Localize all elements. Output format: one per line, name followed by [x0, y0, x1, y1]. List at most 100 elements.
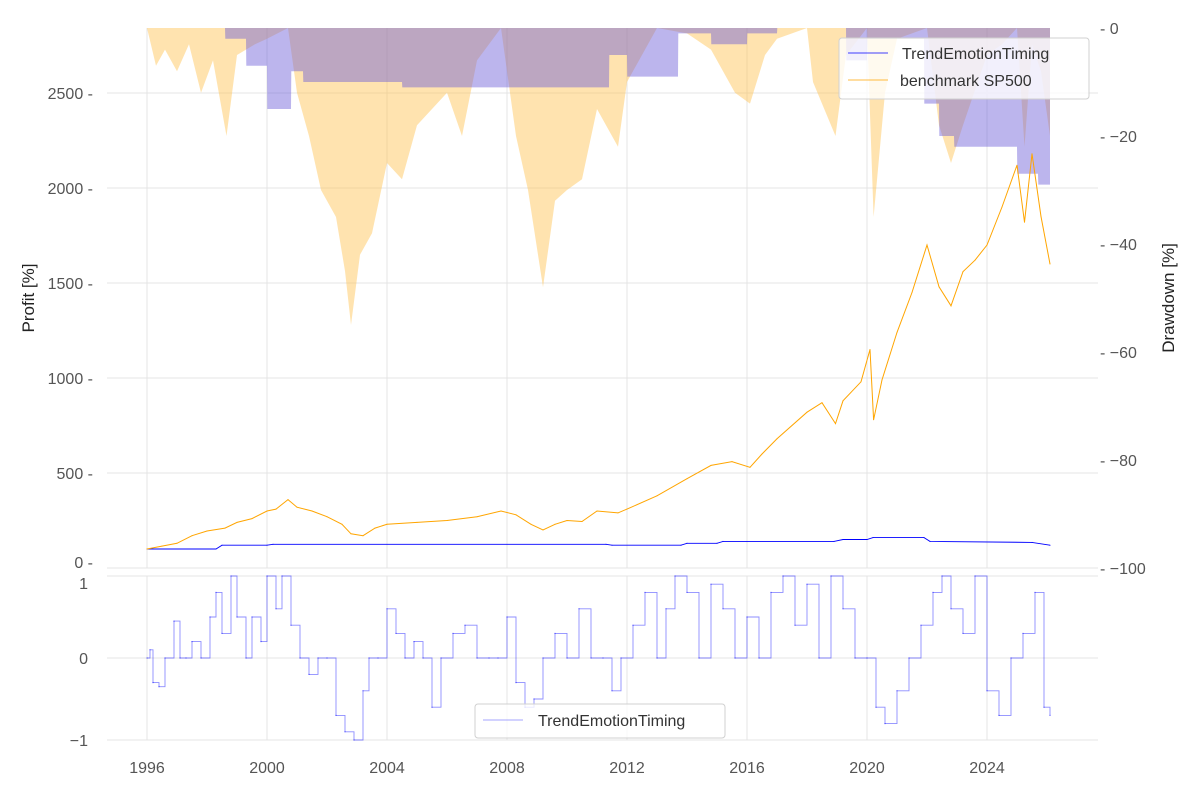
x-tick-label: 2008 — [489, 760, 525, 777]
data-point — [872, 537, 874, 539]
indicator-point — [230, 575, 232, 577]
indicator-point — [422, 657, 424, 659]
data-point — [554, 523, 556, 525]
x-tick-label: 2016 — [729, 760, 765, 777]
y-axis-label-profit: Profit [%] — [19, 264, 38, 333]
data-point — [206, 530, 208, 532]
indicator-point — [173, 620, 175, 622]
indicator-point — [209, 616, 211, 618]
indicator-point — [158, 686, 160, 688]
y-right-tick-label: - −20 — [1100, 129, 1137, 146]
y-tick-label: 2500 - — [48, 86, 93, 103]
data-point — [617, 512, 619, 514]
indicator-point — [290, 624, 292, 626]
indicator-point — [908, 657, 910, 659]
data-point — [869, 349, 871, 350]
indicator-point — [215, 591, 217, 594]
data-point — [896, 331, 898, 333]
tick-labels: 1996 2000 2004 2008 2012 2016 2020 2024 0 - 500 -… — [48, 21, 1146, 777]
x-tick-label: 1996 — [129, 760, 165, 777]
data-point — [386, 523, 388, 525]
indicator-point — [317, 657, 319, 659]
data-point — [938, 286, 940, 288]
indicator-point — [710, 583, 712, 585]
indicator-tick-label: −1 — [70, 733, 88, 750]
indicator-point — [770, 591, 772, 594]
y-tick-label: 2000 - — [48, 181, 93, 198]
data-point — [656, 495, 658, 497]
data-point — [926, 244, 928, 246]
indicator-point — [464, 624, 466, 626]
data-point — [566, 520, 568, 521]
data-point — [350, 533, 352, 535]
indicator-point — [830, 575, 832, 577]
indicator-point — [404, 657, 406, 659]
x-tick-label: 2024 — [969, 760, 1005, 777]
data-point — [986, 244, 988, 246]
benchmark-drawdown-area — [147, 28, 1050, 325]
data-point — [833, 540, 835, 542]
data-point — [842, 400, 844, 402]
data-point — [761, 453, 763, 455]
data-point — [950, 305, 952, 307]
indicator-point — [758, 657, 760, 659]
data-point — [806, 411, 808, 413]
indicator-point — [1010, 657, 1012, 659]
indicator-point — [542, 657, 544, 659]
indicator-point — [245, 657, 247, 659]
indicator-point — [644, 591, 646, 594]
legend-top: TrendEmotionTiming benchmark SP500 — [838, 37, 1090, 100]
indicator-point — [842, 608, 844, 610]
indicator-point — [353, 739, 355, 741]
data-point — [266, 544, 268, 546]
data-point — [710, 464, 712, 466]
indicator-point — [920, 624, 922, 626]
indicator-point — [974, 575, 976, 577]
indicator-point — [602, 657, 604, 659]
indicator-point — [413, 641, 415, 643]
x-tick-label: 2012 — [609, 760, 645, 777]
indicator-point — [362, 690, 364, 692]
indicator-point — [368, 657, 370, 659]
indicator-point — [164, 657, 166, 659]
indicator-point — [266, 575, 268, 577]
data-point — [605, 543, 607, 545]
data-point — [542, 529, 544, 531]
data-point — [191, 535, 193, 537]
indicator-point — [344, 731, 346, 733]
indicator-point — [884, 723, 886, 725]
data-point — [1040, 216, 1042, 217]
data-point — [731, 461, 733, 463]
data-point — [287, 499, 289, 501]
data-point — [374, 527, 376, 529]
indicator-point — [656, 657, 658, 659]
y-right-tick-label: - 0 — [1100, 21, 1119, 38]
benchmark-line — [146, 153, 1051, 550]
data-point — [929, 540, 931, 542]
indicator-point — [1043, 706, 1045, 708]
x-tick-label: 2020 — [849, 760, 885, 777]
data-point — [215, 548, 217, 550]
indicator-point — [941, 575, 943, 577]
indicator-point — [146, 657, 148, 659]
indicator-point — [686, 591, 688, 594]
indicator-point — [308, 673, 310, 676]
strategy-drawdown-area — [147, 28, 1050, 185]
indicator-point — [722, 608, 724, 610]
indicator-point — [554, 632, 556, 635]
data-point — [221, 544, 223, 546]
data-point — [275, 508, 277, 510]
data-point — [776, 438, 778, 440]
indicator-point — [152, 682, 154, 684]
indicator-point — [932, 591, 934, 594]
data-point — [224, 527, 226, 529]
data-point — [362, 535, 364, 537]
indicator-point — [1049, 714, 1051, 717]
data-point — [272, 543, 274, 545]
indicator-point — [200, 657, 202, 659]
indicator-point — [632, 624, 634, 626]
indicator-point — [875, 706, 877, 708]
data-point — [842, 539, 844, 540]
indicator-point — [488, 657, 490, 659]
indicator-point — [1034, 591, 1036, 594]
